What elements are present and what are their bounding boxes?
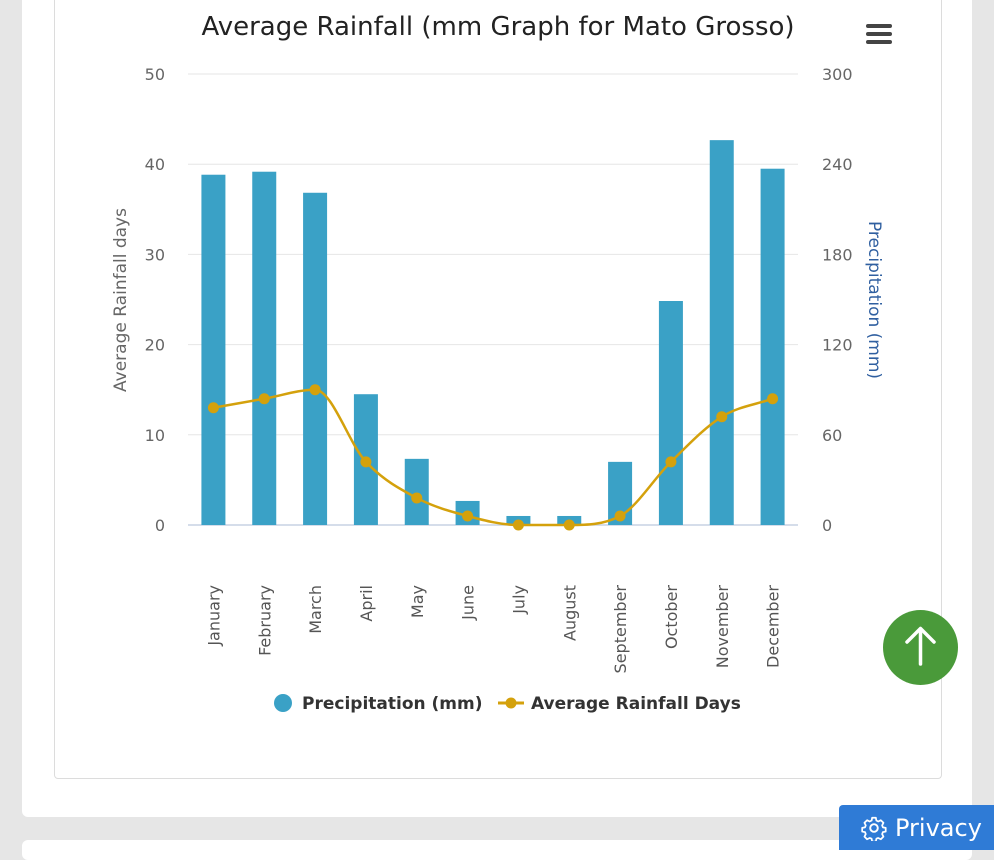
x-tick-label: November [713, 585, 732, 669]
x-axis-labels: January February March April May June July Augu… [204, 585, 782, 674]
legend-swatch-rainfall-days-dot [505, 697, 517, 709]
rainfall-days-point[interactable] [258, 393, 270, 405]
left-y-axis: 0 10 20 30 40 50 [145, 65, 165, 535]
right-tick-label: 300 [822, 65, 853, 84]
left-tick-label: 30 [145, 245, 165, 264]
right-axis-title: Precipitation (mm) [864, 221, 884, 379]
left-tick-label: 20 [145, 336, 165, 355]
privacy-button[interactable]: Privacy [839, 805, 994, 850]
legend[interactable]: Precipitation (mm) Average Rainfall Days [274, 694, 741, 714]
rainfall-days-point[interactable] [614, 510, 626, 522]
x-tick-label: April [357, 585, 376, 622]
rainfall-days-point[interactable] [512, 519, 524, 531]
grid-lines [188, 73, 798, 526]
x-tick-label: January [204, 585, 223, 647]
right-tick-label: 240 [822, 155, 853, 174]
scroll-to-top-button[interactable] [883, 610, 958, 685]
left-tick-label: 50 [145, 65, 165, 84]
left-tick-label: 0 [155, 516, 165, 535]
x-tick-label: July [509, 585, 528, 615]
legend-swatch-precipitation [274, 694, 292, 712]
rainfall-days-point[interactable] [665, 456, 677, 468]
right-tick-label: 180 [822, 245, 853, 264]
precipitation-bar[interactable] [201, 174, 226, 525]
x-tick-label: June [459, 585, 478, 621]
hamburger-menu-icon [866, 24, 892, 28]
left-tick-label: 40 [145, 155, 165, 174]
x-tick-label: March [306, 585, 325, 634]
chart-title: Average Rainfall (mm Graph for Mato Gros… [201, 12, 794, 42]
privacy-label: Privacy [895, 813, 982, 842]
x-tick-label: October [662, 585, 681, 649]
precipitation-bar[interactable] [252, 171, 277, 525]
precipitation-bars [201, 140, 785, 525]
rainfall-days-point[interactable] [207, 402, 219, 414]
legend-label-precipitation[interactable]: Precipitation (mm) [302, 694, 483, 714]
precipitation-bar[interactable] [658, 301, 683, 525]
rainfall-days-point[interactable] [716, 411, 728, 423]
gear-icon [861, 816, 887, 841]
legend-label-rainfall-days[interactable]: Average Rainfall Days [531, 694, 741, 714]
right-tick-label: 120 [822, 336, 853, 355]
x-tick-label: May [408, 585, 427, 618]
x-tick-label: August [560, 585, 579, 641]
precipitation-bar[interactable] [404, 458, 429, 525]
right-tick-label: 60 [822, 426, 842, 445]
x-tick-label: December [764, 585, 783, 668]
precipitation-bar[interactable] [709, 140, 734, 525]
rainfall-days-point[interactable] [360, 456, 372, 468]
left-tick-label: 10 [145, 426, 165, 445]
rainfall-days-curve [213, 388, 774, 527]
right-tick-label: 0 [822, 516, 832, 535]
rainfall-days-line [207, 384, 779, 531]
rainfall-days-point[interactable] [309, 384, 321, 396]
rainfall-days-point[interactable] [767, 393, 779, 405]
left-axis-title: Average Rainfall days [111, 208, 131, 392]
rainfall-days-point[interactable] [462, 510, 474, 522]
precipitation-bar[interactable] [303, 192, 328, 525]
right-y-axis: 0 60 120 180 240 300 [822, 65, 853, 535]
arrow-up-icon [905, 626, 936, 666]
chart-menu-button[interactable] [864, 20, 894, 46]
rainfall-days-point[interactable] [563, 519, 575, 531]
x-tick-label: February [255, 585, 274, 656]
x-tick-label: September [611, 585, 630, 674]
rainfall-days-point[interactable] [411, 492, 423, 504]
precipitation-bar[interactable] [760, 168, 785, 525]
